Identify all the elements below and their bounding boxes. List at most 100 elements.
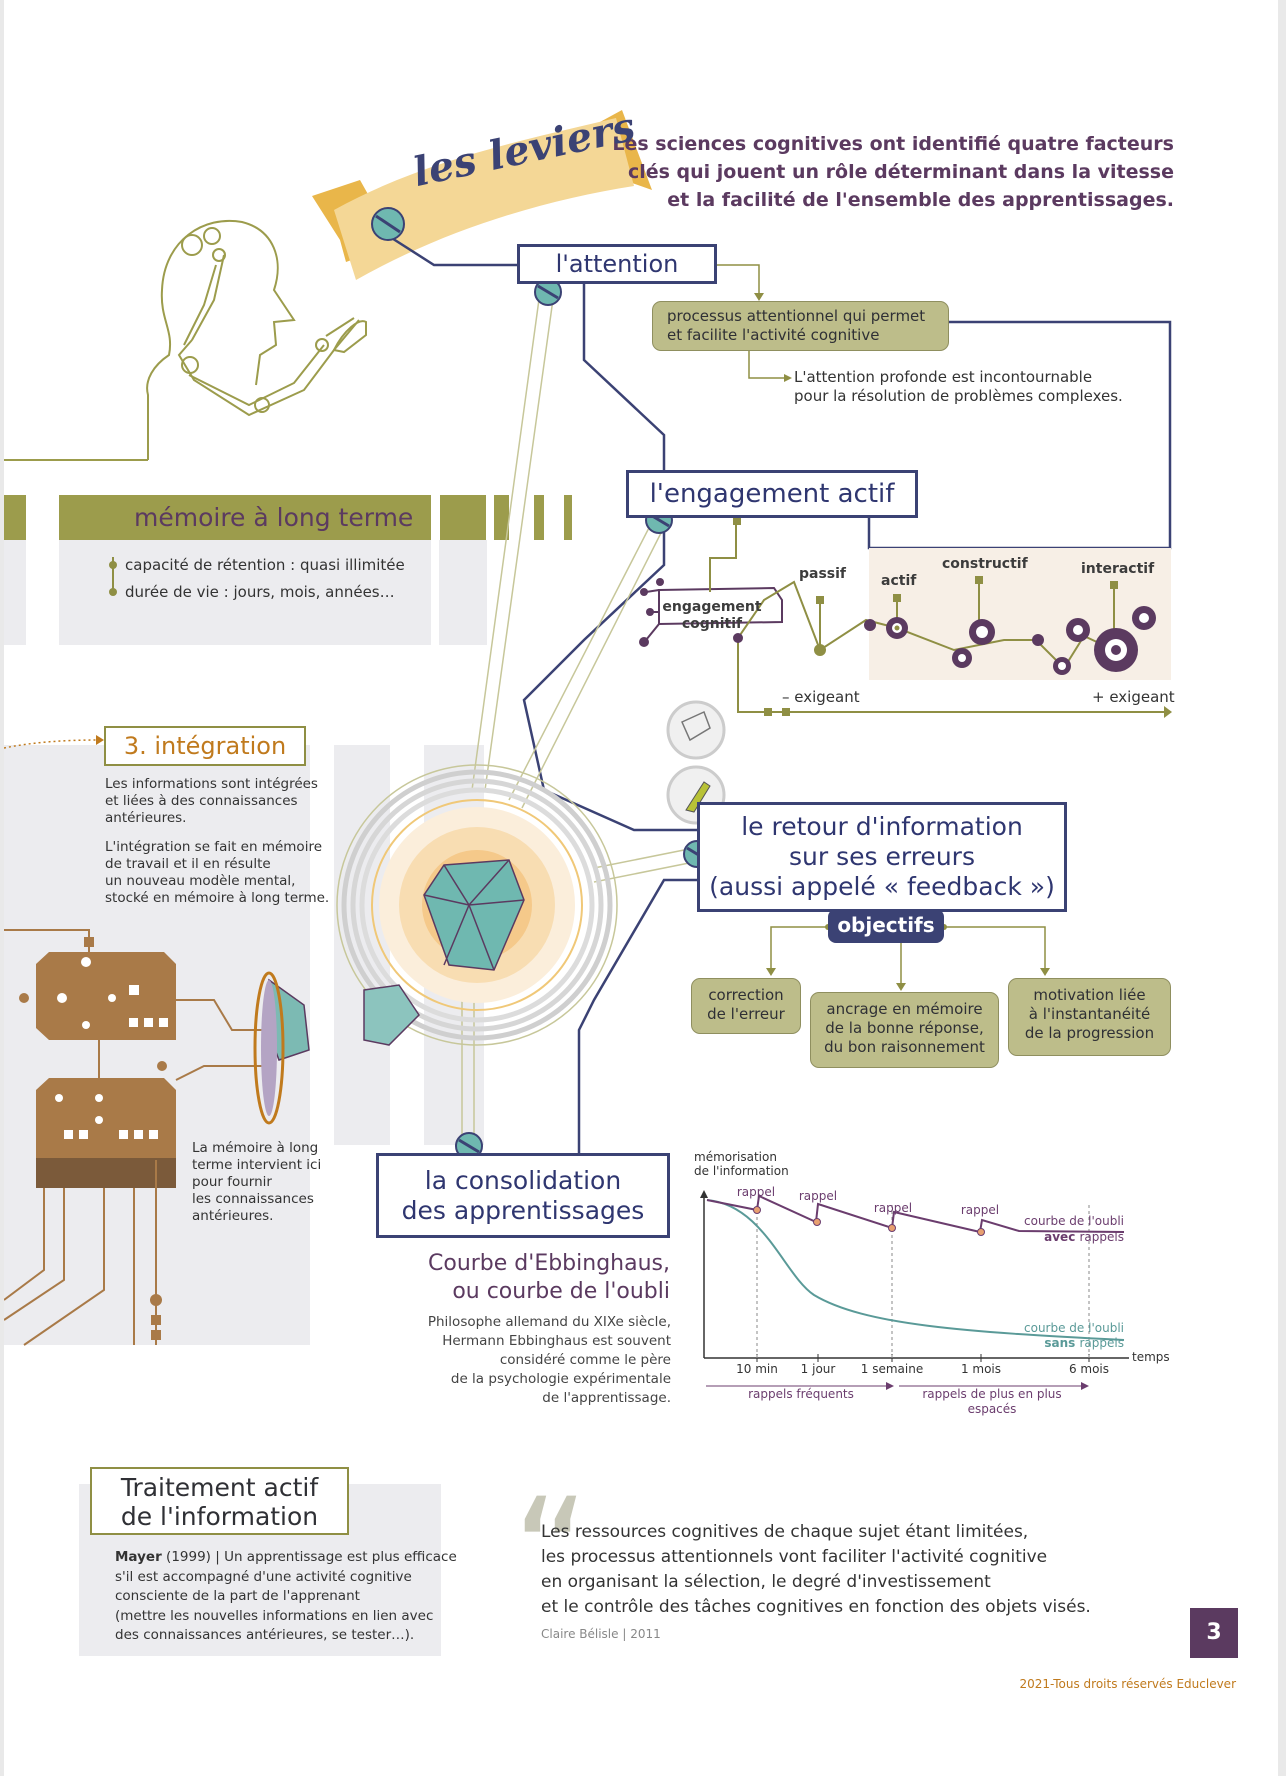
intro-text: Les sciences cognitives ont identifié qu… — [604, 130, 1174, 214]
y-axis-arrow — [700, 1190, 708, 1198]
integration-para-2: L'intégration se fait en mémoire de trav… — [105, 839, 329, 907]
x-tick-label: 6 mois — [1069, 1362, 1109, 1376]
objective-line: motivation liée — [1033, 986, 1146, 1004]
reminder-marker — [753, 1206, 761, 1214]
attention-note: L'attention profonde est incontournable … — [794, 368, 1123, 406]
trait-title-line: Traitement actif — [120, 1473, 319, 1502]
note-line: pour la résolution de problèmes complexe… — [794, 387, 1123, 405]
copyright: 2021-Tous droits réservés Educlever — [1019, 1677, 1236, 1691]
range-label-spaced: rappels de plus en plus — [922, 1387, 1061, 1401]
integration-title: 3. intégration — [104, 726, 306, 766]
memory-item: durée de vie : jours, mois, années… — [125, 583, 395, 601]
consolidation-line: la consolidation — [424, 1166, 622, 1195]
objective-line: du bon raisonnement — [824, 1038, 985, 1056]
para-line: La mémoire à long — [192, 1140, 319, 1156]
objective-ancrage: ancrage en mémoire de la bonne réponse, … — [810, 992, 999, 1068]
x-tick-label: 1 semaine — [861, 1362, 923, 1376]
y-axis-label: de l'information — [694, 1164, 789, 1178]
objective-line: correction — [708, 986, 784, 1004]
svg-text:“: “ — [512, 1467, 590, 1641]
traitement-text: Mayer (1999) | Un apprentissage est plus… — [115, 1548, 457, 1646]
process-line: processus attentionnel qui permet — [667, 307, 926, 325]
integration-para-3: La mémoire à long terme intervient ici p… — [192, 1140, 321, 1225]
para-line: antérieures. — [192, 1208, 274, 1224]
x-tick-label: 1 jour — [801, 1362, 836, 1376]
objective-line: ancrage en mémoire — [826, 1000, 983, 1018]
trait-line: des connaissances antérieures, se tester… — [115, 1627, 415, 1643]
quote-text: Les ressources cognitives de chaque suje… — [541, 1520, 1091, 1620]
engagement-cognitive-label: engagement cognitif — [662, 599, 762, 633]
range-arrow — [1081, 1382, 1089, 1390]
feedback-line: (aussi appelé « feedback ») — [709, 872, 1055, 901]
ebb-text-line: de la psychologie expérimentale — [450, 1371, 671, 1387]
reminder-marker — [977, 1228, 985, 1236]
page-number: 3 — [1190, 1608, 1238, 1658]
process-line: et facilite l'activité cognitive — [667, 326, 880, 344]
reminder-label: rappel — [961, 1203, 999, 1217]
legend-sans-line2: sans rappels — [1044, 1336, 1124, 1350]
ebb-text-line: Philosophe allemand du XIXe siècle, — [427, 1314, 671, 1330]
intro-line: et la facilité de l'ensemble des apprent… — [667, 189, 1174, 211]
feedback-line: le retour d'information — [741, 812, 1023, 841]
reminder-label: rappel — [799, 1189, 837, 1203]
x-tick-label: 1 mois — [961, 1362, 1001, 1376]
quote-line: les processus attentionnels vont facilit… — [541, 1547, 1048, 1567]
ebb-text-line: considéré comme le père — [499, 1352, 671, 1368]
para-line: et liées à des connaissances — [105, 793, 298, 809]
reminder-label: rappel — [737, 1185, 775, 1199]
engagement-label: l'engagement actif — [626, 470, 918, 518]
ebb-title-line: Courbe d'Ebbinghaus, — [428, 1251, 670, 1276]
legend-avec-line1: courbe de l'oubli — [1024, 1214, 1124, 1228]
x-axis-label: temps — [1132, 1350, 1170, 1364]
quote-author: Claire Bélisle | 2011 — [541, 1627, 661, 1641]
para-line: terme intervient ici — [192, 1157, 322, 1173]
consolidation-label: la consolidation des apprentissages — [376, 1153, 670, 1238]
range-label-spaced-2: espacés — [968, 1402, 1017, 1416]
intro-line: Les sciences cognitives ont identifié qu… — [612, 133, 1174, 155]
range-arrow — [886, 1382, 894, 1390]
objective-motivation: motivation liée à l'instantanéité de la … — [1008, 978, 1171, 1056]
ebb-text-line: de l'apprentissage. — [542, 1390, 671, 1406]
memory-title: mémoire à long terme — [134, 503, 414, 532]
legend-avec-line2: avec rappels — [1044, 1230, 1124, 1244]
attention-process-box: processus attentionnel qui permet et fac… — [652, 301, 949, 351]
note-line: L'attention profonde est incontournable — [794, 368, 1093, 386]
trait-author: Mayer — [115, 1549, 162, 1565]
scale-high: + exigeant — [1092, 688, 1175, 706]
ebbinghaus-title: Courbe d'Ebbinghaus, ou courbe de l'oubl… — [414, 1250, 670, 1306]
para-line: stocké en mémoire à long terme. — [105, 890, 330, 906]
consolidation-line: des apprentissages — [401, 1196, 645, 1225]
objective-line: de la progression — [1024, 1024, 1155, 1042]
quote-line: et le contrôle des tâches cognitives en … — [541, 1597, 1091, 1617]
trait-line: Mayer (1999) | Un apprentissage est plus… — [115, 1548, 457, 1568]
scale-low: – exigeant — [782, 688, 860, 706]
level-actif: actif — [881, 573, 917, 589]
objectives-label: objectifs — [828, 909, 944, 943]
reminder-marker — [813, 1218, 821, 1226]
para-line: antérieures. — [105, 810, 187, 826]
ebbinghaus-text: Philosophe allemand du XIXe siècle, Herm… — [409, 1313, 671, 1408]
quote-line: Les ressources cognitives de chaque suje… — [541, 1522, 1029, 1542]
attention-label: l'attention — [517, 244, 717, 284]
para-line: les connaissances — [192, 1191, 314, 1207]
trait-title-line: de l'information — [120, 1502, 319, 1531]
trait-line: s'il est accompagné d'une activité cogni… — [115, 1568, 412, 1585]
feedback-label: le retour d'information sur ses erreurs … — [697, 802, 1067, 912]
level-constructif: constructif — [942, 556, 1028, 572]
memory-item: capacité de rétention : quasi illimitée — [125, 556, 405, 574]
trait-line: (mettre les nouvelles informations en li… — [115, 1607, 434, 1624]
y-axis-label: mémorisation — [694, 1150, 777, 1164]
reminder-label: rappel — [874, 1201, 912, 1215]
cog-line: engagement — [662, 599, 762, 615]
trait-line: consciente de la part de l'apprenant — [115, 1588, 360, 1604]
para-line: de travail et il en résulte — [105, 856, 271, 872]
range-label-frequent: rappels fréquents — [748, 1387, 854, 1401]
x-tick-label: 10 min — [736, 1362, 778, 1376]
feedback-line: sur ses erreurs — [789, 842, 975, 871]
para-line: L'intégration se fait en mémoire — [105, 839, 323, 855]
level-interactif: interactif — [1081, 561, 1155, 577]
reminder-marker — [888, 1224, 896, 1232]
traitement-title: Traitement actif de l'information — [90, 1467, 349, 1535]
intro-line: clés qui jouent un rôle déterminant dans… — [627, 161, 1174, 183]
